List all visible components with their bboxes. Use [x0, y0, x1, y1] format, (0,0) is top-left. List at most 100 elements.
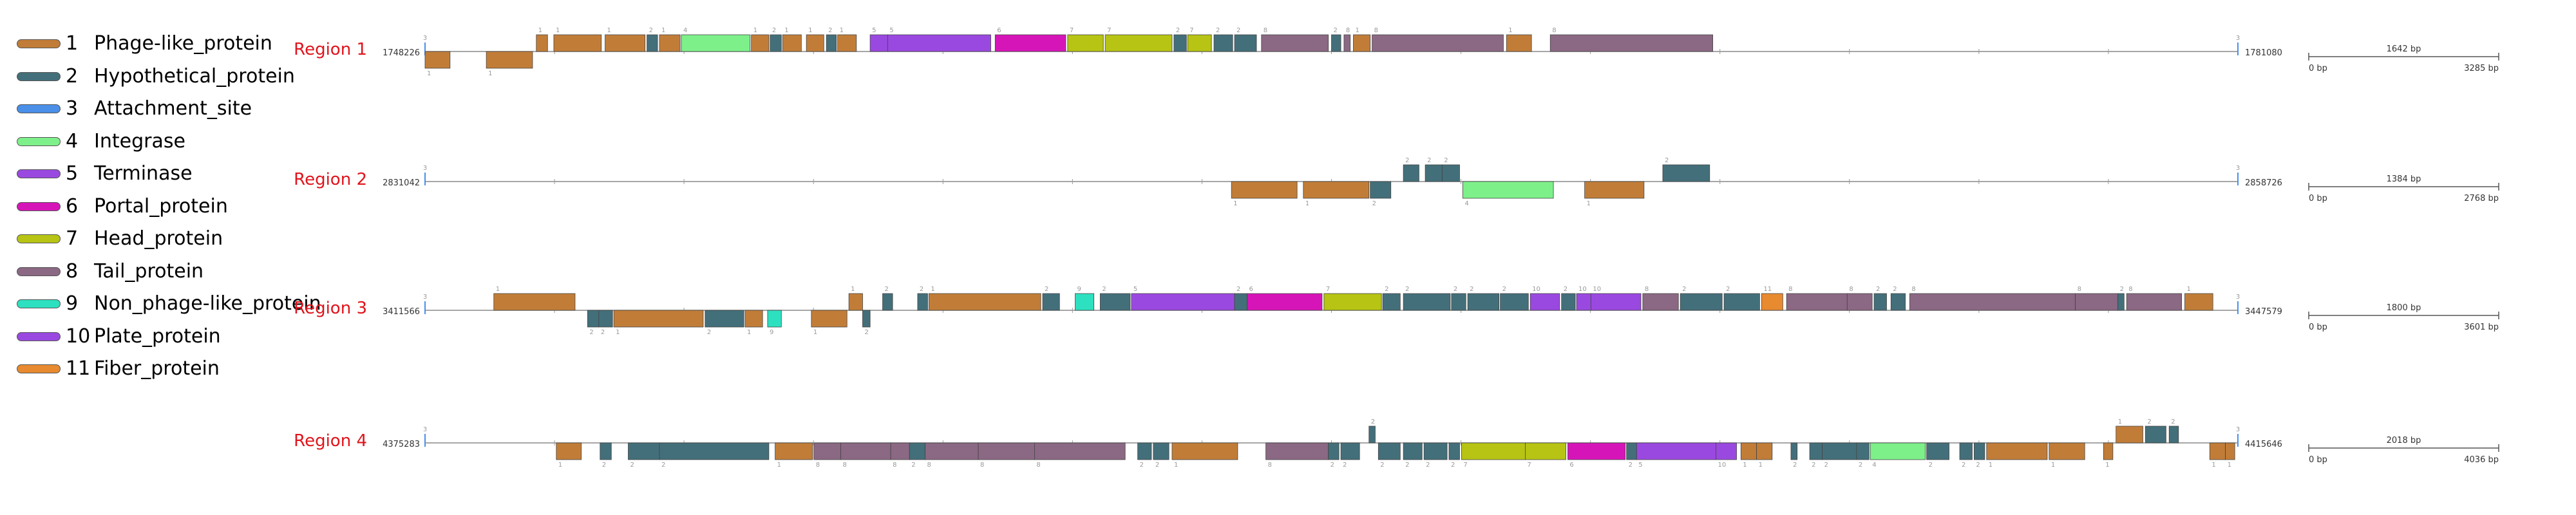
gene-category-label: 7 [1463, 462, 1467, 469]
legend-item: 7 Head_protein [12, 226, 346, 259]
gene-category-label: 8 [1645, 286, 1649, 293]
gene-block [536, 34, 548, 52]
gene-category-label: 1 [2228, 462, 2231, 469]
gene-category-label: 1 [931, 286, 934, 293]
gene-block [890, 442, 910, 460]
gene-category-label: 2 [707, 329, 711, 336]
gene-block [628, 442, 660, 460]
gene-category-label: 3 [2236, 294, 2240, 301]
gene-block [1723, 293, 1760, 311]
gene-category-label: 2 [1380, 462, 1384, 469]
gene-category-label: 1 [1508, 27, 1512, 34]
gene-block [1740, 442, 1757, 460]
gene-block [1959, 442, 1973, 460]
gene-category-label: 10 [1718, 462, 1726, 469]
gene-category-label: 1 [2105, 462, 2109, 469]
gene-category-label: 6 [1249, 286, 1253, 293]
gene-block [782, 34, 802, 52]
gene-category-label: 2 [1929, 462, 1933, 469]
gene-block [1448, 442, 1460, 460]
legend-swatch [17, 267, 61, 276]
gene-block [1368, 426, 1376, 444]
gene-category-label: 4 [1464, 200, 1468, 207]
gene-block [1265, 442, 1329, 460]
gene-block [2103, 442, 2114, 460]
legend-swatch [17, 39, 61, 48]
region-start: 2831042 [383, 178, 420, 188]
legend-number: 9 [66, 292, 79, 315]
gene-category-label: 6 [997, 27, 1001, 34]
gene-category-label: 1 [556, 27, 560, 34]
scale-right-label: 4036 bp [2464, 455, 2499, 465]
scale-right-label: 3285 bp [2464, 64, 2499, 73]
gene-category-label: 1 [747, 329, 751, 336]
legend-label: Non_phage-like_protein [94, 292, 321, 315]
gene-block [925, 442, 979, 460]
gene-category-label: 2 [1564, 286, 1567, 293]
gene-block [1234, 293, 1247, 311]
gene-block [1231, 181, 1298, 199]
gene-category-label: 8 [1911, 286, 1915, 293]
gene-category-label: 7 [1107, 27, 1111, 34]
gene-category-label: 2 [1682, 286, 1686, 293]
gene-category-label: 1 [808, 27, 812, 34]
gene-category-label: 10 [1532, 286, 1540, 293]
legend-label: Attachment_site [94, 97, 252, 120]
gene-block [1213, 34, 1233, 52]
legend-label: Hypothetical_protein [94, 64, 295, 88]
gene-block [1067, 34, 1104, 52]
gene-category-label: 2 [1426, 462, 1430, 469]
gene-category-label: 7 [1189, 27, 1193, 34]
gene-category-label: 5 [872, 27, 876, 34]
gene-block [1790, 442, 1798, 460]
gene-category-label: 9 [770, 329, 773, 336]
region-start: 1748226 [383, 48, 420, 58]
gene-block [2225, 442, 2235, 460]
gene-category-label: 9 [1077, 286, 1081, 293]
legend-number: 5 [66, 162, 79, 185]
gene-block [1856, 442, 1870, 460]
gene-category-label: 8 [1374, 27, 1378, 34]
gene-block [1137, 442, 1152, 460]
gene-block [1187, 34, 1212, 52]
gene-category-label: 1 [1587, 200, 1591, 207]
gene-block [1467, 293, 1500, 311]
gene-block [917, 293, 928, 311]
gene-block [556, 442, 582, 460]
legend-number: 6 [66, 194, 79, 218]
gene-block [1340, 442, 1360, 460]
gene-block [1756, 442, 1773, 460]
gene-category-label: 2 [1216, 27, 1220, 34]
gene-category-label: 8 [980, 462, 984, 469]
scale-right-label: 3601 bp [2464, 323, 2499, 332]
gene-category-label: 2 [2147, 418, 2151, 426]
gene-category-label: 2 [1454, 286, 1457, 293]
gene-category-label: 2 [1405, 286, 1409, 293]
gene-block [1261, 34, 1329, 52]
gene-block [1153, 442, 1170, 460]
gene-category-label: 1 [851, 286, 855, 293]
gene-category-label: 1 [607, 27, 611, 34]
gene-block [994, 34, 1066, 52]
gene-block [1761, 293, 1783, 311]
region-end: 3447579 [2245, 307, 2282, 317]
gene-category-label: 8 [1552, 27, 1556, 34]
gene-block [1462, 181, 1554, 199]
scale-mid-label: 1800 bp [2387, 303, 2421, 313]
gene-block [2117, 293, 2125, 311]
legend-item: 5 Terminase [12, 161, 346, 194]
gene-category-label: 1 [784, 27, 788, 34]
gene-category-label: 2 [601, 329, 605, 336]
gene-block [1171, 442, 1238, 460]
gene-category-label: 2 [1629, 462, 1633, 469]
region-name: Region 4 [294, 431, 367, 451]
legend: 1 Phage-like_protein 2 Hypothetical_protein… [12, 31, 346, 389]
gene-category-label: 8 [2078, 286, 2081, 293]
gene-category-label: 2 [864, 329, 868, 336]
gene-category-label: 2 [1405, 157, 1409, 164]
gene-block [1642, 293, 1679, 311]
gene-block [600, 442, 612, 460]
gene-category-label: 2 [1444, 157, 1448, 164]
gene-block [909, 442, 925, 460]
